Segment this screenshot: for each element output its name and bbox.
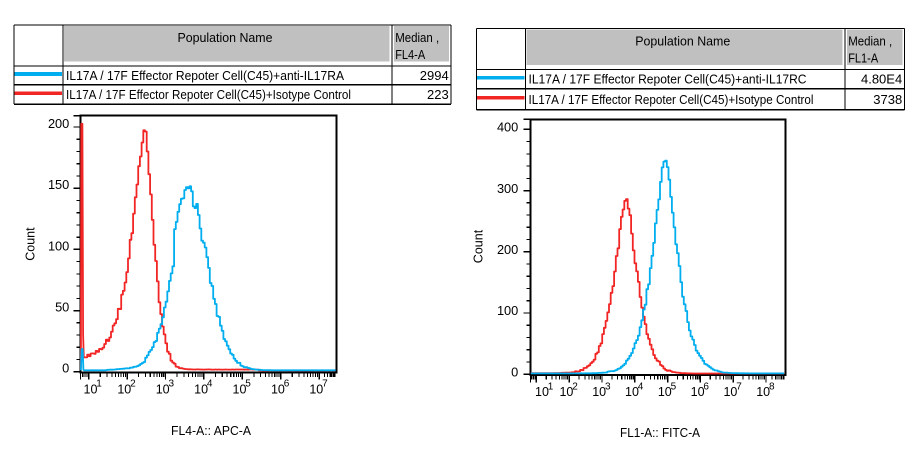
svg-text:300: 300 (497, 181, 518, 196)
svg-text:7: 7 (736, 381, 742, 392)
svg-text:10: 10 (592, 385, 606, 399)
svg-text:3: 3 (169, 379, 175, 390)
svg-text:223: 223 (427, 87, 449, 102)
svg-text:1: 1 (548, 381, 554, 392)
svg-text:IL17A / 17F Effector Repoter C: IL17A / 17F Effector Repoter Cell(C45)+I… (529, 92, 814, 107)
svg-text:200: 200 (497, 242, 518, 257)
svg-text:0: 0 (511, 364, 518, 379)
svg-text:IL17A / 17F Effector Repoter C: IL17A / 17F Effector Repoter Cell(C45)+a… (66, 68, 344, 83)
svg-text:10: 10 (658, 385, 672, 399)
svg-text:4: 4 (207, 379, 213, 390)
svg-text:5: 5 (245, 379, 251, 390)
svg-text:10: 10 (625, 385, 639, 399)
svg-text:10: 10 (691, 385, 705, 399)
svg-text:10: 10 (309, 382, 323, 396)
svg-text:7: 7 (322, 379, 328, 390)
svg-text:3738: 3738 (873, 92, 902, 107)
svg-text:Median ,: Median , (848, 33, 892, 48)
svg-text:0: 0 (62, 361, 69, 376)
svg-text:8: 8 (769, 381, 775, 392)
svg-text:150: 150 (48, 177, 69, 192)
svg-text:4.80E4: 4.80E4 (861, 72, 902, 87)
svg-text:2994: 2994 (420, 68, 449, 83)
svg-text:1: 1 (96, 379, 102, 390)
svg-text:100: 100 (497, 303, 518, 318)
svg-text:6: 6 (703, 381, 709, 392)
svg-text:10: 10 (233, 382, 247, 396)
svg-text:10: 10 (84, 382, 98, 396)
svg-text:Count: Count (471, 229, 485, 263)
svg-text:Population Name: Population Name (635, 33, 730, 48)
svg-text:10: 10 (559, 385, 573, 399)
svg-text:400: 400 (497, 120, 518, 135)
svg-text:5: 5 (671, 381, 677, 392)
svg-text:10: 10 (756, 385, 770, 399)
svg-text:10: 10 (535, 385, 549, 399)
svg-text:2: 2 (572, 381, 578, 392)
svg-text:Median ,: Median , (395, 30, 439, 45)
svg-text:4: 4 (638, 381, 644, 392)
svg-text:FL4-A: FL4-A (395, 47, 425, 62)
svg-text:50: 50 (55, 300, 69, 315)
svg-text:10: 10 (194, 382, 208, 396)
svg-text:FL1-A: FL1-A (848, 50, 878, 65)
svg-text:FL1-A:: FITC-A: FL1-A:: FITC-A (620, 425, 700, 440)
svg-text:10: 10 (156, 382, 170, 396)
svg-text:200: 200 (48, 116, 69, 131)
svg-text:Count: Count (23, 227, 37, 261)
svg-text:Population Name: Population Name (178, 30, 273, 45)
svg-text:100: 100 (48, 238, 69, 253)
svg-text:FL4-A:: APC-A: FL4-A:: APC-A (171, 423, 251, 438)
svg-text:IL17A / 17F Effector Repoter C: IL17A / 17F Effector Repoter Cell(C45)+a… (529, 72, 807, 87)
svg-text:10: 10 (723, 385, 737, 399)
svg-text:6: 6 (284, 379, 290, 390)
svg-text:2: 2 (130, 379, 136, 390)
svg-text:10: 10 (117, 382, 131, 396)
svg-text:10: 10 (271, 382, 285, 396)
svg-text:IL17A / 17F Effector Repoter C: IL17A / 17F Effector Repoter Cell(C45)+I… (66, 87, 351, 102)
svg-text:3: 3 (605, 381, 611, 392)
